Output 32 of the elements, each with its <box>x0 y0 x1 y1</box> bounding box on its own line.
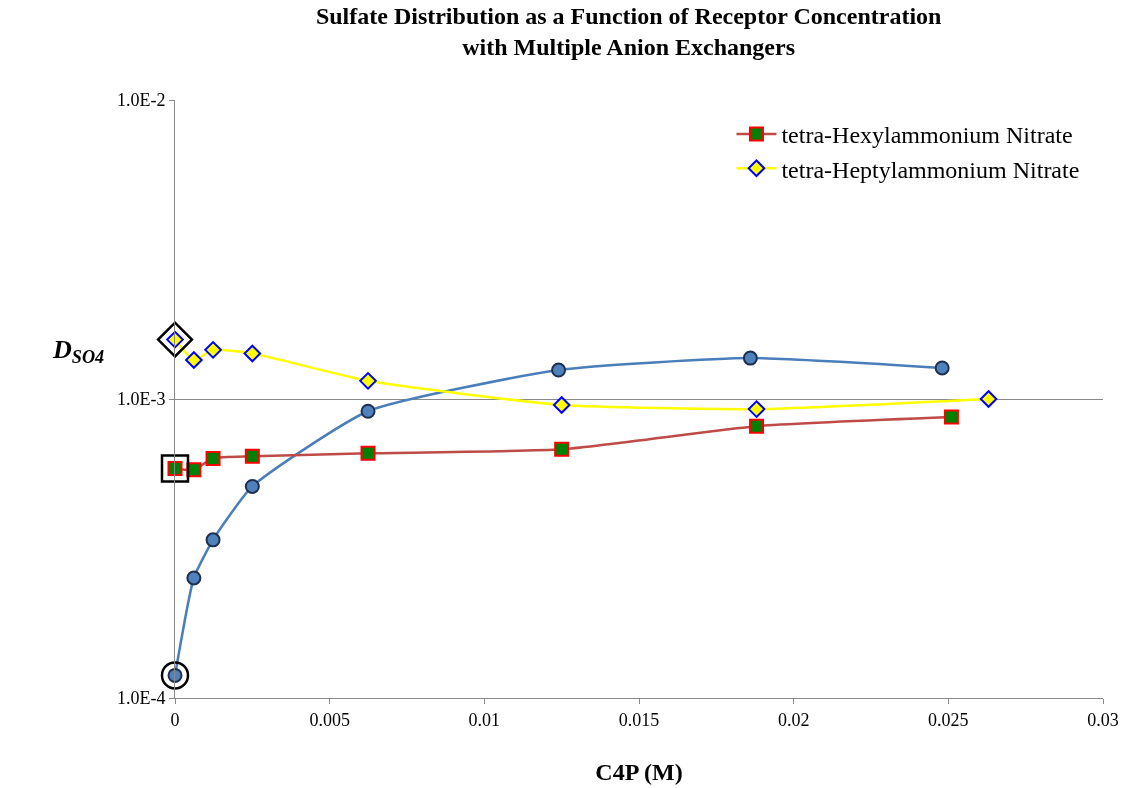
x-tick-label: 0.025 <box>928 709 969 730</box>
y-tick-label: 1.0E-4 <box>116 688 166 709</box>
point <box>204 341 222 359</box>
point <box>360 403 376 419</box>
x-tick-label: 0 <box>170 709 180 730</box>
y-tick-label: 1.0E-3 <box>116 389 166 410</box>
legend-label: tetra-Hexylammonium Nitrate <box>781 122 1073 149</box>
point <box>156 321 194 358</box>
point <box>185 351 203 369</box>
point <box>244 478 260 494</box>
point <box>160 661 190 690</box>
x-tick-label: 0.02 <box>777 709 810 730</box>
x-axis-title: C4P (M) <box>595 759 683 785</box>
point <box>551 362 567 378</box>
point <box>359 372 377 390</box>
legend-label: tetra-Heptylammonium Nitrate <box>781 156 1080 183</box>
point <box>742 350 758 366</box>
x-tick-label: 0.015 <box>618 709 660 730</box>
point <box>979 390 998 408</box>
point <box>552 396 571 414</box>
point <box>243 344 262 363</box>
chart-title: Sulfate Distribution as a Function of Receptor Concentration with Multiple Anion Exchangers <box>315 2 942 60</box>
x-tick-label: 0.01 <box>468 709 501 730</box>
y-axis-title: D$_{SO4}$ <box>52 335 105 368</box>
y-tick-label: 1.0E-2 <box>116 90 166 111</box>
x-tick-label: 0.005 <box>309 709 350 730</box>
point <box>186 570 202 586</box>
point <box>160 454 190 483</box>
point <box>747 400 766 418</box>
point <box>205 532 221 548</box>
point <box>934 360 950 376</box>
x-tick-label: 0.03 <box>1087 709 1119 730</box>
